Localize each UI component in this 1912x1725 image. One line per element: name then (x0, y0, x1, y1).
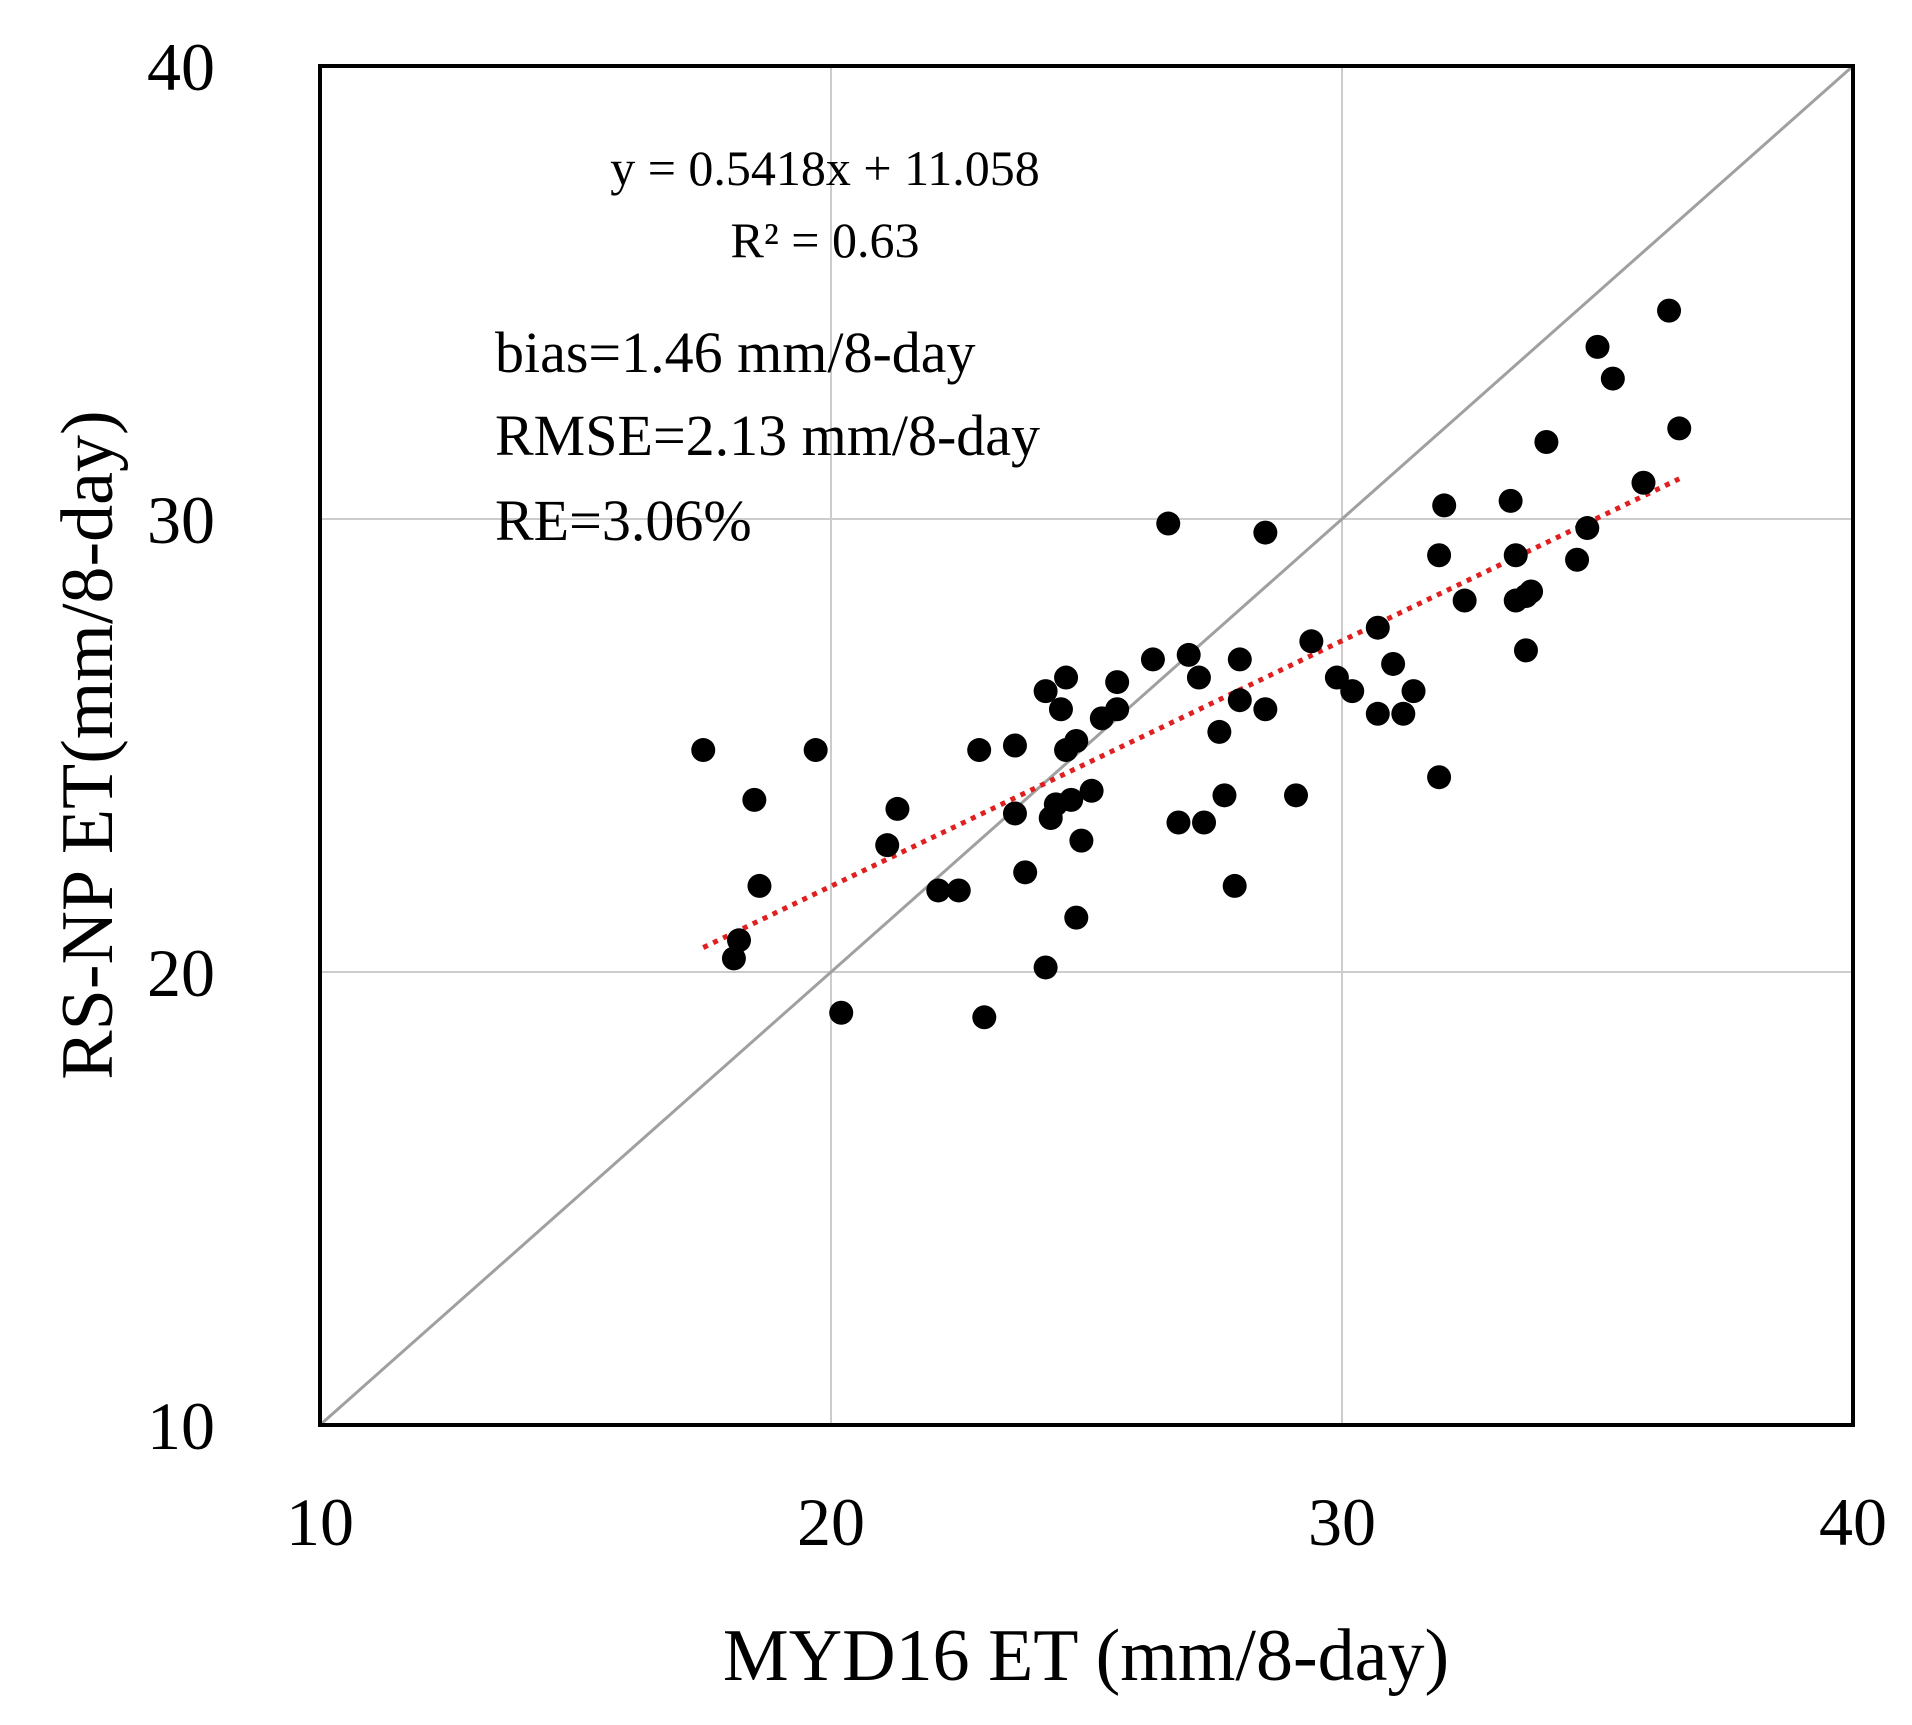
data-point (1585, 334, 1610, 359)
r-squared: R² = 0.63 (730, 212, 919, 268)
y-axis-label: RS-NP ET(mm/8-day) (47, 410, 129, 1079)
x-tick-label: 10 (286, 1484, 354, 1560)
data-point (1064, 905, 1089, 930)
data-point (1667, 416, 1692, 441)
data-point (829, 1000, 854, 1025)
data-point (1381, 651, 1406, 676)
data-point (1002, 733, 1027, 758)
data-point (1565, 547, 1590, 572)
data-point (1069, 828, 1094, 853)
re-stat: RE=3.06% (495, 488, 752, 553)
data-point (1657, 298, 1682, 323)
data-point (1391, 701, 1416, 726)
x-tick-label: 30 (1308, 1484, 1376, 1560)
data-point (1105, 670, 1130, 695)
data-point (1299, 629, 1324, 654)
data-point (1186, 665, 1211, 690)
data-point (1048, 697, 1073, 722)
data-point (1452, 588, 1477, 613)
data-point (1365, 701, 1390, 726)
y-tick-label: 30 (147, 482, 215, 558)
data-point (1600, 366, 1625, 391)
data-point (747, 873, 772, 898)
y-tick-label: 20 (147, 935, 215, 1011)
x-tick-label: 40 (1819, 1484, 1887, 1560)
data-point (1227, 647, 1252, 672)
data-point (1033, 679, 1058, 704)
data-point (946, 878, 971, 903)
data-point (1033, 955, 1058, 980)
data-point (1519, 579, 1544, 604)
data-point (1064, 728, 1089, 753)
gridlines (320, 66, 1853, 1425)
plot-frame (318, 64, 1855, 1427)
data-point (875, 833, 900, 858)
data-point (1166, 810, 1191, 835)
y-tick-label: 40 (147, 29, 215, 105)
data-point (1105, 697, 1130, 722)
data-point (1079, 778, 1104, 803)
data-point (1227, 688, 1252, 713)
data-point (1253, 520, 1278, 545)
data-point (803, 738, 828, 763)
data-point (1534, 429, 1559, 454)
data-point (727, 928, 752, 953)
y-tick-label: 10 (147, 1388, 215, 1464)
data-point (1013, 860, 1038, 885)
data-point (926, 878, 951, 903)
x-axis-label: MYD16 ET (mm/8-day) (723, 1615, 1449, 1697)
data-point (967, 738, 992, 763)
data-point (1176, 642, 1201, 667)
data-point (1207, 719, 1232, 744)
data-point (1192, 810, 1217, 835)
data-point (721, 946, 746, 971)
data-point (1284, 783, 1309, 808)
data-point (1503, 543, 1528, 568)
data-point (1427, 543, 1452, 568)
data-point (1631, 470, 1656, 495)
data-point (1401, 679, 1426, 704)
data-point (1253, 697, 1278, 722)
data-point (1059, 787, 1084, 812)
data-point (1324, 665, 1349, 690)
bias-stat: bias=1.46 mm/8-day (495, 320, 976, 385)
data-point (972, 1005, 997, 1030)
x-tick-label: 20 (797, 1484, 865, 1560)
data-point (742, 787, 767, 812)
trend-line (702, 476, 1681, 950)
data-points (691, 298, 1692, 1030)
data-point (1140, 647, 1165, 672)
data-point (1002, 801, 1027, 826)
data-point (1513, 638, 1538, 663)
data-point (1432, 493, 1457, 518)
data-point (691, 738, 716, 763)
data-point (1340, 679, 1365, 704)
regression-equation: y = 0.5418x + 11.058 (610, 140, 1040, 196)
data-point (1222, 873, 1247, 898)
rmse-stat: RMSE=2.13 mm/8-day (495, 403, 1040, 468)
data-point (1365, 615, 1390, 640)
data-point (1575, 516, 1600, 541)
data-point (885, 796, 910, 821)
data-point (1212, 783, 1237, 808)
data-point (1427, 765, 1452, 790)
data-point (1054, 665, 1079, 690)
data-point (1156, 511, 1181, 536)
data-point (1498, 488, 1523, 513)
